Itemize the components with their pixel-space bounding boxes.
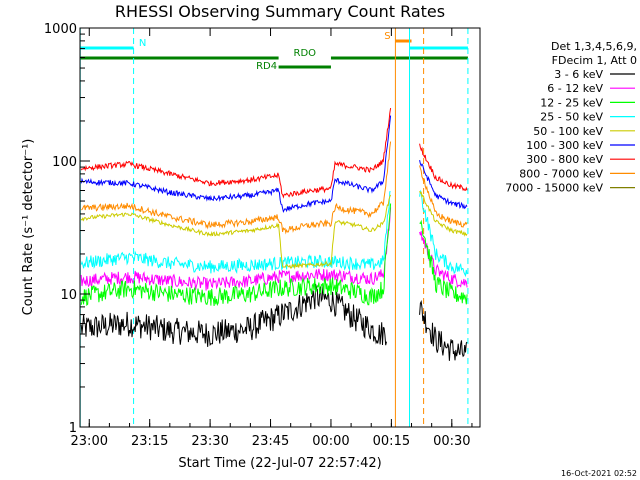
series-line — [419, 165, 468, 228]
x-tick-label: 00:00 — [312, 434, 349, 449]
plot-frame — [79, 27, 481, 428]
legend-label: 100 - 300 keV — [526, 139, 603, 152]
series-line — [419, 219, 468, 305]
flag-label-rdo: RDO — [294, 48, 317, 59]
flag-label-s: S — [384, 31, 390, 42]
legend-label: 50 - 100 keV — [533, 125, 603, 138]
x-tick-label: 23:15 — [131, 434, 168, 449]
legend: Det 1,3,4,5,6,9,FDecim 1, Att 03 - 6 keV… — [505, 40, 637, 195]
x-tick-label: 00:30 — [433, 434, 470, 449]
series-line — [419, 231, 468, 289]
series-line — [419, 189, 468, 278]
legend-label: 3 - 6 keV — [554, 68, 603, 81]
y-axis-label: Count Rate (s⁻¹ detector⁻¹) — [21, 139, 36, 316]
y-tick-label: 100 — [52, 155, 77, 170]
legend-label: 12 - 25 keV — [540, 96, 603, 109]
legend-label: 25 - 50 keV — [540, 111, 603, 124]
flag-label-rd4: RD4 — [256, 61, 277, 72]
series-line — [80, 283, 387, 347]
legend-label: 6 - 12 keV — [547, 82, 603, 95]
legend-label: 7000 - 15000 keV — [505, 182, 603, 195]
series-line — [419, 143, 468, 192]
x-tick-label: 23:30 — [191, 434, 228, 449]
data-layer — [80, 108, 468, 361]
series-line — [80, 108, 392, 199]
legend-label: 800 - 7000 keV — [519, 167, 603, 180]
chart-title: RHESSI Observing Summary Count Rates — [115, 2, 445, 21]
y-tick-label: 1 — [69, 421, 77, 436]
x-tick-label: 23:00 — [71, 434, 108, 449]
series-line — [419, 191, 468, 237]
series-line — [80, 191, 391, 274]
footer-date: 16-Oct-2021 02:52 — [561, 469, 637, 478]
x-tick-label: 23:45 — [252, 434, 289, 449]
series-line — [80, 203, 392, 307]
series-line — [80, 115, 392, 214]
x-axis-label: Start Time (22-Jul-07 22:57:42) — [178, 456, 381, 471]
legend-header: Det 1,3,4,5,6,9, — [551, 40, 637, 53]
series-line — [81, 141, 392, 235]
series-line — [419, 159, 468, 210]
series-line — [80, 207, 392, 291]
series-line — [419, 300, 468, 361]
y-tick-label: 1000 — [44, 22, 77, 37]
series-line — [80, 194, 392, 270]
flag-label-n: N — [139, 38, 146, 49]
legend-header: FDecim 1, Att 0 — [552, 54, 637, 67]
legend-label: 300 - 800 keV — [526, 153, 603, 166]
x-tick-label: 00:15 — [373, 434, 410, 449]
y-tick-label: 10 — [60, 288, 77, 303]
axes-layer: 23:00 23:15 23:30 23:45 00:00 00:15 00:30 1 10 10… — [44, 22, 473, 449]
